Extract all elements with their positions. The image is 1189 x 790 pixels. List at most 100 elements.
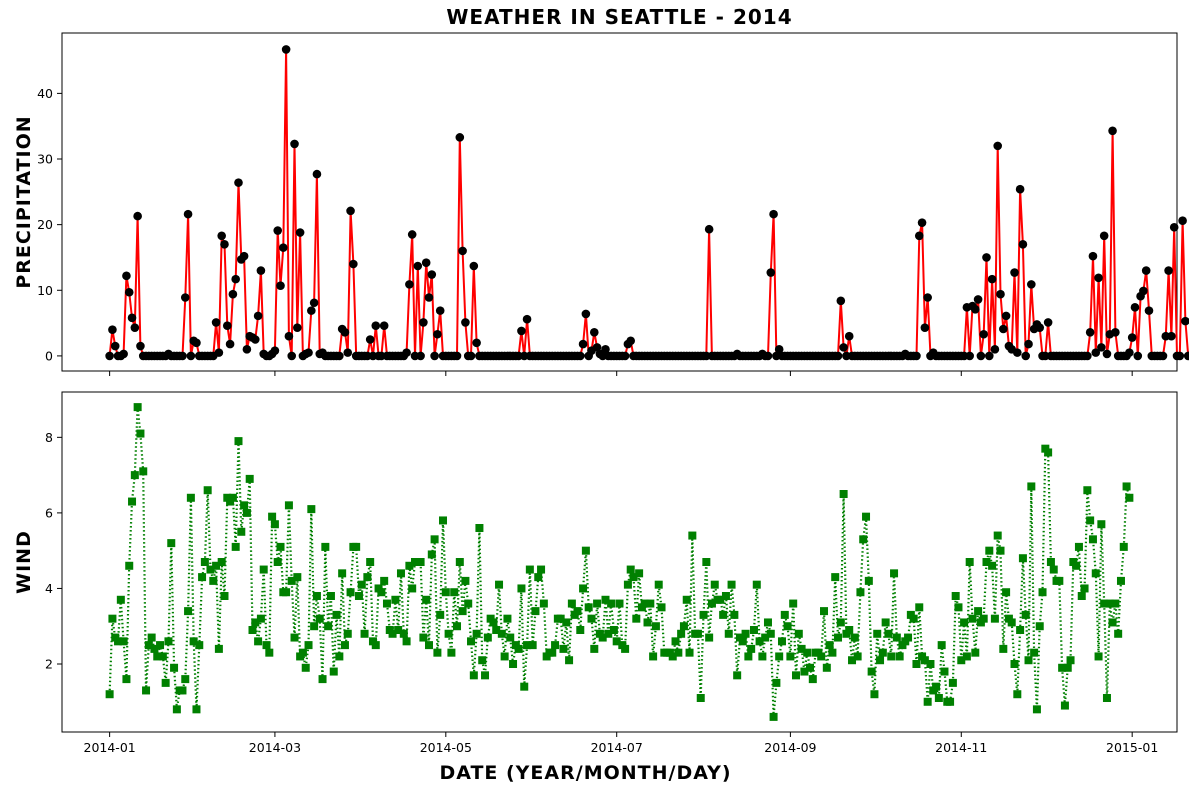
data-point	[887, 652, 896, 661]
data-point	[620, 351, 630, 361]
data-point	[635, 569, 644, 578]
data-point	[1035, 323, 1045, 332]
data-point	[124, 287, 134, 297]
data-point	[133, 403, 142, 412]
data-point	[517, 584, 526, 593]
data-point	[646, 599, 655, 608]
data-point	[800, 667, 809, 676]
data-point	[982, 253, 991, 262]
data-point	[1027, 280, 1036, 289]
data-point	[1080, 584, 1089, 593]
data-point	[1072, 561, 1081, 570]
data-point	[427, 550, 436, 559]
data-point	[920, 656, 929, 665]
data-point	[256, 614, 265, 623]
y-tick-label: 40	[37, 86, 53, 101]
data-point	[803, 648, 812, 657]
data-point	[528, 641, 537, 650]
data-point	[895, 652, 904, 661]
data-point	[461, 576, 470, 585]
data-point	[806, 663, 815, 672]
data-point	[332, 610, 341, 619]
x-tick-label: 2014-11	[935, 740, 987, 755]
data-point	[1167, 331, 1176, 341]
data-point	[772, 678, 781, 687]
data-point	[195, 641, 204, 650]
data-point	[517, 326, 526, 336]
data-point	[413, 261, 423, 271]
data-point	[500, 652, 509, 661]
data-point	[651, 622, 660, 631]
data-point	[559, 644, 568, 653]
data-point	[1139, 286, 1148, 296]
data-point	[105, 690, 114, 699]
data-point	[357, 580, 366, 589]
data-point	[794, 629, 803, 638]
data-point	[1125, 348, 1134, 357]
data-point	[284, 501, 293, 510]
data-point	[464, 599, 473, 608]
data-point	[335, 351, 344, 361]
data-point	[167, 539, 176, 548]
x-tick-label: 2014-07	[591, 740, 643, 755]
data-point	[105, 351, 114, 361]
data-point	[1058, 663, 1067, 672]
data-point	[183, 209, 193, 219]
data-point	[467, 637, 476, 646]
data-point	[206, 565, 215, 574]
data-point	[164, 637, 173, 646]
data-point	[453, 622, 462, 631]
series-line	[108, 48, 531, 357]
data-point	[970, 305, 980, 314]
data-point	[640, 599, 649, 608]
data-point	[954, 603, 963, 612]
data-point	[522, 314, 532, 324]
data-point	[1032, 705, 1041, 714]
data-point	[242, 345, 252, 354]
data-point	[245, 474, 254, 483]
data-point	[828, 648, 837, 657]
data-point	[797, 644, 806, 653]
data-point	[960, 618, 969, 627]
data-point	[281, 45, 291, 54]
data-point	[598, 633, 607, 642]
data-point	[1105, 599, 1114, 608]
data-point	[1141, 266, 1151, 275]
data-point	[873, 629, 882, 638]
data-point	[833, 351, 843, 361]
data-point	[318, 675, 327, 684]
data-point	[265, 648, 274, 657]
data-point	[1013, 690, 1022, 699]
data-point	[987, 274, 997, 284]
data-point	[237, 527, 246, 536]
data-point	[654, 580, 663, 589]
data-point	[1088, 251, 1098, 261]
y-axis-label: WIND	[13, 530, 35, 594]
data-point	[147, 633, 156, 642]
data-point	[301, 663, 310, 672]
data-point	[290, 633, 299, 642]
data-point	[1108, 126, 1117, 136]
data-point	[1021, 610, 1030, 619]
data-point	[548, 648, 557, 657]
data-point	[1175, 351, 1185, 361]
data-point	[643, 618, 652, 627]
data-point	[1127, 333, 1137, 342]
data-point	[1086, 516, 1095, 525]
data-point	[747, 644, 756, 653]
data-point	[567, 599, 576, 608]
data-point	[150, 644, 159, 653]
data-point	[1116, 576, 1125, 585]
y-axis-label: PRECIPITATION	[13, 115, 35, 288]
data-point	[136, 341, 145, 351]
data-point	[276, 281, 285, 290]
data-point	[783, 622, 792, 631]
data-point	[366, 558, 375, 566]
data-point	[862, 512, 871, 521]
data-point	[435, 306, 445, 315]
data-point	[575, 351, 585, 361]
data-point	[758, 652, 767, 661]
data-point	[1016, 626, 1025, 634]
data-point	[593, 599, 602, 608]
data-point	[309, 298, 319, 308]
